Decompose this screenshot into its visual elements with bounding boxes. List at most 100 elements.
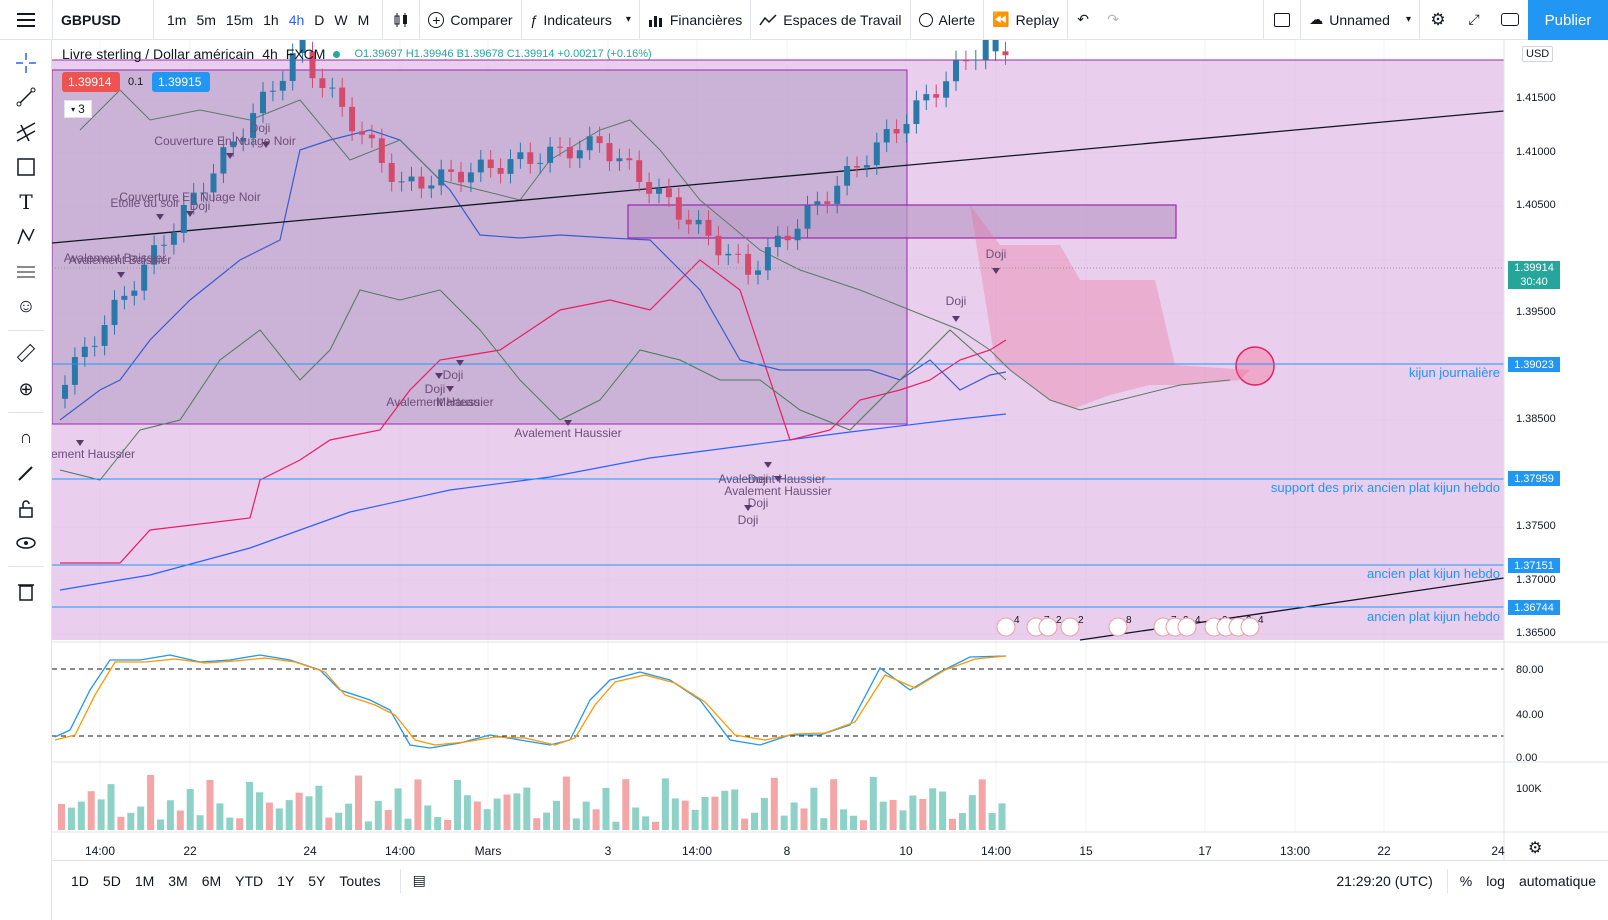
candle-body — [200, 192, 207, 194]
interval-1h[interactable]: 1h — [263, 11, 279, 28]
settings-button[interactable]: ⚙ — [1420, 0, 1456, 40]
interval-m[interactable]: M — [357, 11, 370, 28]
volume-bar — [345, 803, 353, 830]
candle-body — [695, 219, 702, 225]
interval-1m[interactable]: 1m — [167, 11, 187, 28]
prediction-tool[interactable] — [11, 257, 41, 287]
visibility-tool[interactable] — [11, 528, 41, 558]
pattern-marker — [186, 211, 194, 217]
zone-rectangle — [627, 204, 1177, 239]
auto-scale-toggle[interactable]: automatique — [1518, 872, 1596, 889]
candle-body — [586, 136, 593, 151]
volume-bar — [840, 809, 848, 830]
range-6m[interactable]: 6M — [201, 872, 222, 889]
trend-line-tool[interactable] — [11, 82, 41, 112]
save-layout-button[interactable]: ☁ Unnamed ▾ — [1301, 0, 1419, 40]
candle-body — [834, 185, 841, 204]
candle-body — [260, 91, 266, 114]
sell-button[interactable]: 1.39914 — [62, 72, 120, 92]
candle-body — [844, 166, 851, 186]
interval-15m[interactable]: 15m — [225, 11, 254, 28]
pattern-label: Avalement Baissier — [69, 253, 172, 267]
fullscreen-button[interactable]: ⤢ — [1456, 0, 1492, 40]
range-1m[interactable]: 1M — [134, 872, 155, 889]
pattern-marker — [226, 153, 234, 159]
indicators-label: Indicateurs — [543, 11, 612, 28]
percent-toggle[interactable]: % — [1459, 872, 1473, 889]
snapshot-button[interactable] — [1492, 0, 1528, 40]
buy-button[interactable]: 1.39915 — [152, 72, 210, 92]
replay-button[interactable]: ⏪ Replay — [984, 0, 1067, 40]
candle-body — [774, 235, 781, 248]
price-tick: 1.36500 — [1516, 627, 1556, 639]
volume-bar — [325, 817, 333, 830]
undo-button[interactable]: ↶ — [1068, 0, 1098, 40]
symbol-search[interactable]: GBPUSD — [61, 11, 121, 28]
range-5d[interactable]: 5D — [102, 872, 121, 889]
event-flag — [1108, 617, 1128, 637]
menu-button[interactable] — [0, 0, 52, 40]
volume-bar — [958, 813, 966, 830]
lock-tool[interactable] — [11, 494, 41, 524]
compare-button[interactable]: + Comparer — [420, 0, 520, 40]
volume-bar — [721, 790, 729, 830]
volume-bar — [612, 821, 620, 830]
legend-exchange: FXCM — [285, 46, 326, 62]
range-1d[interactable]: 1D — [71, 872, 89, 889]
layout-button[interactable] — [1264, 0, 1300, 40]
event-flag — [1240, 617, 1260, 637]
candle-body — [566, 147, 573, 159]
measure-tool[interactable] — [11, 338, 41, 368]
range-3m[interactable]: 3M — [168, 872, 188, 889]
workspaces-button[interactable]: Espaces de Travail — [751, 0, 909, 40]
remove-drawings-tool[interactable] — [11, 576, 41, 606]
volume-bar — [889, 799, 897, 830]
range-1y[interactable]: 1Y — [277, 872, 295, 889]
icons-tool[interactable]: ☺ — [11, 292, 41, 322]
candle-body — [665, 188, 672, 198]
fib-tool[interactable] — [11, 117, 41, 147]
crosshair-tool[interactable] — [11, 48, 41, 78]
patterns-tool[interactable] — [11, 222, 41, 252]
range-5y[interactable]: 5Y — [308, 872, 326, 889]
redo-button[interactable]: ↷ — [1098, 0, 1128, 40]
smiley-icon: ☺ — [16, 296, 36, 317]
drawing-mode-tool[interactable] — [11, 458, 41, 488]
publish-button[interactable]: Publier — [1528, 0, 1608, 40]
interval-5m[interactable]: 5m — [196, 11, 216, 28]
magnet-tool[interactable]: ∩ — [11, 422, 41, 452]
currency-label[interactable]: USD — [1522, 46, 1554, 62]
financials-button[interactable]: Financières — [640, 0, 750, 40]
range-all[interactable]: Toutes — [339, 872, 381, 889]
candle-body — [111, 299, 118, 326]
volume-bar — [770, 777, 778, 830]
collapse-indicators-button[interactable]: ▾ 3 — [64, 100, 92, 118]
log-toggle[interactable]: log — [1486, 872, 1505, 889]
text-tool[interactable]: T — [11, 187, 41, 217]
interval-w[interactable]: W — [334, 11, 348, 28]
chart-settings-button[interactable]: ⚙ — [1528, 838, 1542, 858]
workspace-icon — [759, 13, 777, 25]
range-ytd[interactable]: YTD — [235, 872, 264, 889]
date-range-button[interactable]: ▤ — [413, 872, 426, 889]
time-label: Mars — [474, 844, 502, 858]
shapes-tool[interactable] — [11, 152, 41, 182]
volume-bar — [256, 792, 263, 830]
alert-button[interactable]: Alerte — [911, 0, 984, 40]
volume-bar — [790, 802, 798, 830]
tenkan-line — [59, 129, 1007, 421]
cloud-icon: ☁ — [1309, 11, 1324, 27]
indicators-button[interactable]: ƒ Indicateurs ▾ — [522, 0, 639, 40]
utc-clock[interactable]: 21:29:20 (UTC) — [1336, 872, 1433, 889]
candle-body — [933, 94, 940, 98]
price-tick: 1.40500 — [1516, 199, 1556, 211]
zoom-tool[interactable]: ⊕ — [11, 374, 41, 404]
interval-4h[interactable]: 4h — [288, 11, 305, 28]
time-label: 15 — [1079, 844, 1093, 858]
flat-kijun-label-2: ancien plat kijun hebdo — [1367, 609, 1500, 624]
chart-type-button[interactable] — [383, 0, 419, 40]
interval-d[interactable]: D — [314, 11, 325, 28]
candle-body — [467, 172, 474, 183]
symbol-title: Livre sterling / Dollar américain — [62, 46, 255, 62]
